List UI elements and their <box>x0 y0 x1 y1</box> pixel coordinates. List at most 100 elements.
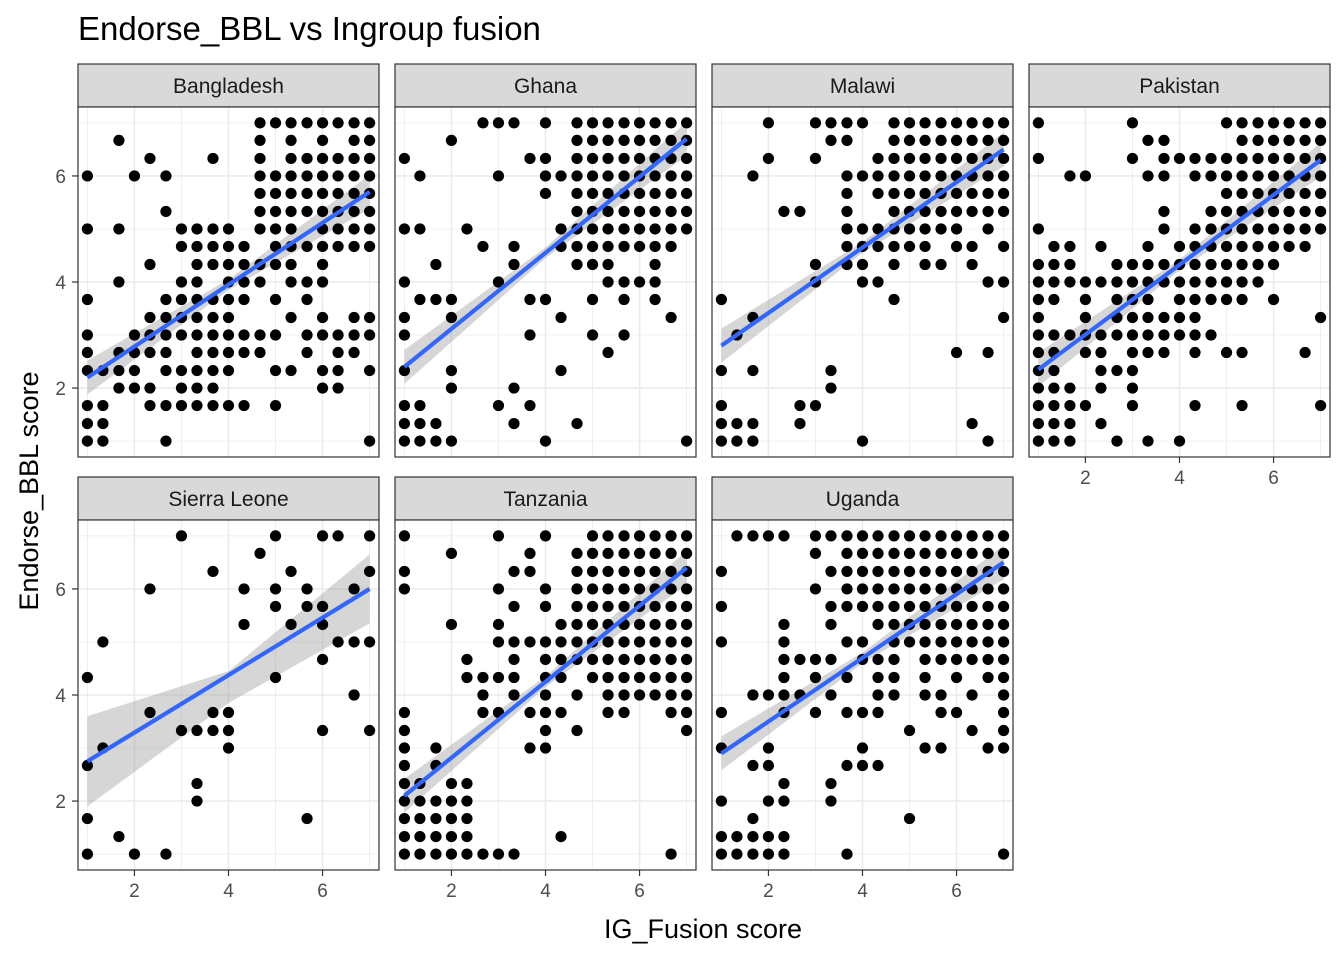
data-point <box>301 205 313 218</box>
data-point <box>1205 152 1217 165</box>
data-point <box>524 399 536 412</box>
data-point <box>97 636 109 648</box>
data-point <box>825 653 837 666</box>
data-point <box>144 258 156 271</box>
data-point <box>731 417 743 430</box>
data-point <box>316 311 329 324</box>
data-point <box>1267 205 1280 218</box>
data-point <box>778 530 790 542</box>
data-point <box>285 258 297 271</box>
data-point <box>1267 170 1280 182</box>
data-point <box>997 187 1010 200</box>
data-point <box>649 618 661 631</box>
data-point <box>81 759 94 772</box>
data-point <box>841 547 853 560</box>
data-point <box>618 170 630 182</box>
data-point <box>128 329 141 341</box>
data-point <box>398 152 411 165</box>
data-point <box>113 382 125 394</box>
data-point <box>841 187 853 200</box>
data-point <box>363 170 376 182</box>
data-point <box>809 530 822 542</box>
data-point <box>950 653 963 666</box>
data-point <box>316 600 329 613</box>
data-point <box>602 240 614 253</box>
data-point <box>571 240 583 253</box>
data-point <box>680 653 693 666</box>
data-point <box>966 653 978 666</box>
data-point <box>825 117 837 129</box>
data-point <box>191 399 203 412</box>
data-point <box>665 187 677 200</box>
data-point <box>430 258 442 271</box>
data-point <box>160 205 172 218</box>
data-point <box>1252 170 1264 182</box>
data-point <box>301 812 313 825</box>
data-point <box>809 653 822 666</box>
data-point <box>1236 346 1248 359</box>
data-point <box>665 170 677 182</box>
data-point <box>966 117 978 129</box>
data-point <box>363 364 376 377</box>
data-point <box>524 706 536 719</box>
data-point <box>430 417 442 430</box>
data-point <box>809 117 822 129</box>
data-point <box>445 812 458 825</box>
data-point <box>81 399 94 412</box>
data-point <box>175 724 188 737</box>
data-point <box>649 671 661 684</box>
data-point <box>285 170 297 182</box>
data-point <box>633 530 646 542</box>
data-point <box>398 742 411 754</box>
data-point <box>649 636 661 648</box>
data-point <box>191 364 203 377</box>
data-point <box>935 205 947 218</box>
facet-panel: Tanzania 2 4 6 <box>394 476 697 902</box>
data-point <box>1236 134 1248 147</box>
data-point <box>445 311 458 324</box>
data-point <box>414 223 426 235</box>
data-point <box>1032 329 1045 341</box>
data-point <box>919 636 931 648</box>
data-point <box>649 547 661 560</box>
data-point <box>461 830 473 843</box>
data-point <box>762 795 775 807</box>
data-point <box>363 223 376 235</box>
data-point <box>301 240 313 253</box>
data-point <box>935 170 947 182</box>
data-point <box>997 240 1010 253</box>
data-point <box>207 152 219 165</box>
data-point <box>1126 276 1139 288</box>
data-point <box>222 724 235 737</box>
data-point <box>445 134 458 147</box>
data-point <box>747 435 759 447</box>
data-point <box>332 364 344 377</box>
data-point <box>269 170 282 182</box>
data-point <box>254 170 266 182</box>
data-point <box>332 117 344 129</box>
data-point <box>332 636 344 648</box>
data-point <box>191 382 203 394</box>
data-point <box>508 258 520 271</box>
data-point <box>175 223 188 235</box>
data-point <box>1111 435 1123 447</box>
data-point <box>665 530 677 542</box>
data-point <box>633 117 646 129</box>
data-point <box>872 653 884 666</box>
data-point <box>316 134 329 147</box>
data-point <box>254 187 266 200</box>
data-point <box>414 435 426 447</box>
data-point <box>1189 223 1201 235</box>
data-point <box>461 812 473 825</box>
data-point <box>1173 435 1186 447</box>
data-point <box>1064 435 1076 447</box>
data-point <box>715 399 728 412</box>
data-point <box>919 689 931 701</box>
x-axis-title: IG_Fusion score <box>604 914 802 944</box>
data-point <box>316 187 329 200</box>
data-point <box>398 706 411 719</box>
data-point <box>222 346 235 359</box>
data-point <box>571 600 583 613</box>
data-point <box>191 724 203 737</box>
data-point <box>825 795 837 807</box>
